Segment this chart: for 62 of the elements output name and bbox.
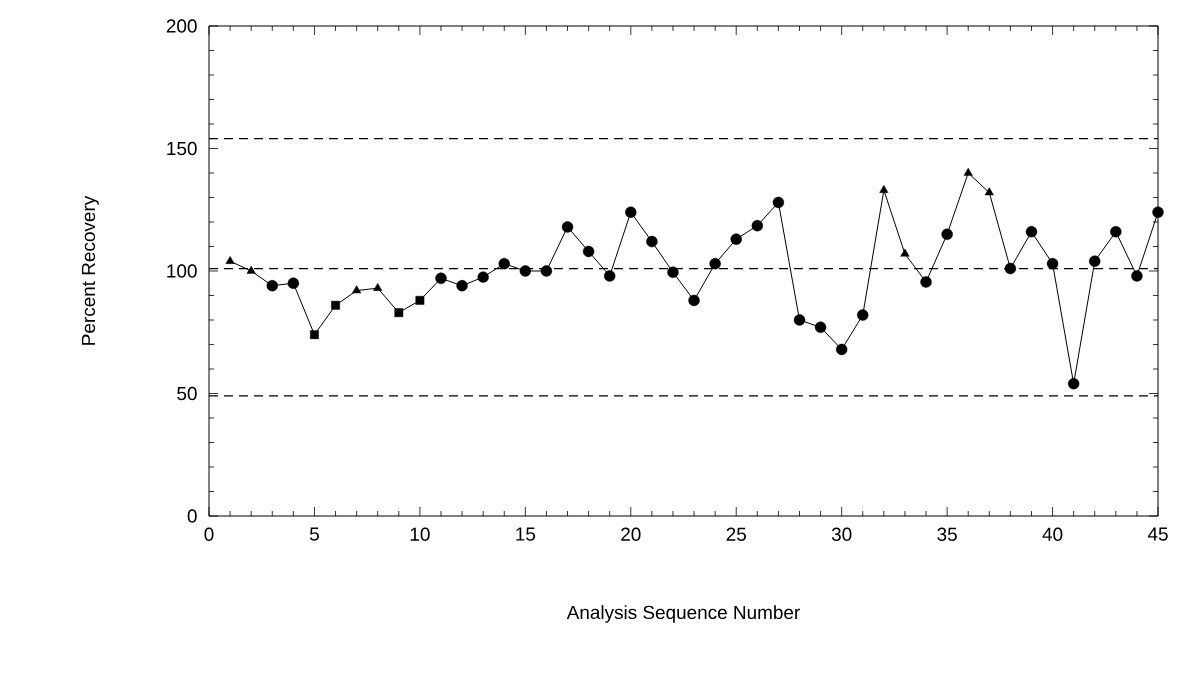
point	[225, 256, 235, 264]
point	[646, 235, 658, 248]
point	[688, 294, 700, 307]
y-tick-label: 200	[166, 19, 197, 33]
point	[1067, 378, 1080, 390]
point	[1046, 257, 1059, 270]
point	[857, 309, 869, 321]
point	[519, 265, 532, 277]
point	[920, 276, 932, 288]
point	[287, 277, 300, 289]
x-tick-label: 35	[937, 527, 957, 541]
point	[751, 219, 763, 232]
x-tick-label: 10	[410, 527, 430, 541]
point	[266, 280, 278, 292]
point	[1004, 262, 1017, 275]
x-axis-title: Analysis Sequence Number	[566, 605, 800, 623]
point	[352, 285, 362, 294]
point	[709, 257, 721, 270]
point	[625, 206, 637, 218]
point	[1131, 270, 1143, 282]
point	[730, 233, 742, 245]
point	[582, 245, 595, 258]
point	[331, 300, 340, 310]
point	[1089, 255, 1101, 267]
point	[604, 270, 616, 282]
point	[456, 280, 468, 292]
point	[836, 343, 848, 356]
point	[941, 228, 953, 240]
x-tick-label: 15	[516, 527, 536, 541]
point	[310, 330, 319, 340]
point	[415, 296, 425, 305]
x-tick-label: 40	[1042, 527, 1063, 541]
point	[900, 248, 910, 257]
x-tick-label: 25	[726, 527, 746, 541]
y-tick-label: 0	[187, 509, 197, 523]
y-tick-label: 50	[177, 386, 197, 401]
point	[394, 308, 404, 318]
point	[498, 257, 510, 270]
point	[1110, 226, 1122, 238]
x-tick-label: 0	[204, 527, 214, 541]
point	[373, 282, 383, 291]
y-tick-label: 150	[167, 141, 197, 156]
point	[246, 265, 256, 274]
point	[667, 266, 679, 278]
point	[561, 221, 574, 233]
y-axis-title: Percent Recovery	[81, 195, 99, 345]
point	[963, 167, 973, 176]
x-tick-label: 5	[309, 527, 319, 541]
point	[772, 196, 785, 209]
point	[984, 187, 994, 196]
point	[477, 271, 489, 283]
y-tick-label: 100	[167, 264, 197, 278]
point	[435, 272, 447, 285]
x-tick-label: 30	[831, 527, 852, 541]
x-tick-label: 45	[1147, 527, 1168, 541]
point	[814, 321, 827, 334]
point	[1025, 226, 1038, 238]
point	[793, 314, 806, 326]
x-tick-label: 20	[621, 527, 641, 541]
point	[1152, 206, 1164, 218]
point	[879, 184, 889, 193]
point	[540, 265, 553, 277]
